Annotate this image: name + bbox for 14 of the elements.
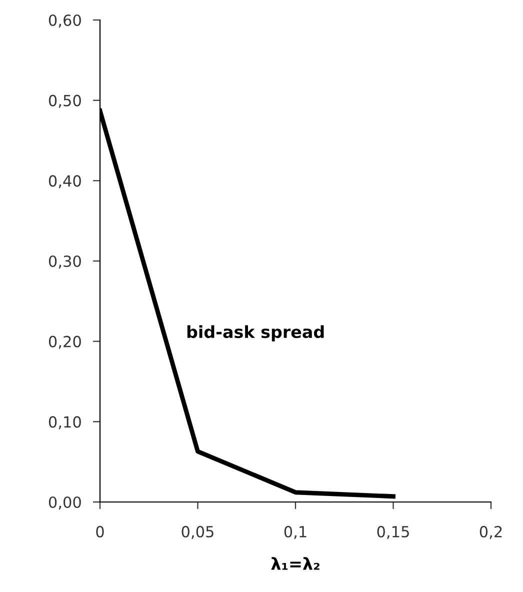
y-tick-label: 0,00 bbox=[48, 496, 81, 510]
x-tick-label: 0 bbox=[96, 526, 104, 538]
y-tick-label: 0,20 bbox=[48, 336, 81, 349]
x-tick-label: 0,05 bbox=[182, 526, 214, 539]
x-tick-label: 0,15 bbox=[377, 526, 409, 539]
y-tick-label: 0,50 bbox=[48, 94, 81, 108]
y-tick-label: 0,30 bbox=[48, 255, 81, 269]
y-tick-label: 0,10 bbox=[48, 416, 81, 430]
x-tick-label: 0,1 bbox=[284, 526, 306, 539]
series-label: bid-ask spread bbox=[187, 325, 324, 342]
y-tick-label: 0,40 bbox=[48, 175, 81, 188]
x-axis-title: λ₁=λ₂ bbox=[271, 557, 320, 570]
x-tick-label: 0,2 bbox=[480, 526, 502, 539]
y-tick-label: 0,60 bbox=[48, 14, 81, 28]
